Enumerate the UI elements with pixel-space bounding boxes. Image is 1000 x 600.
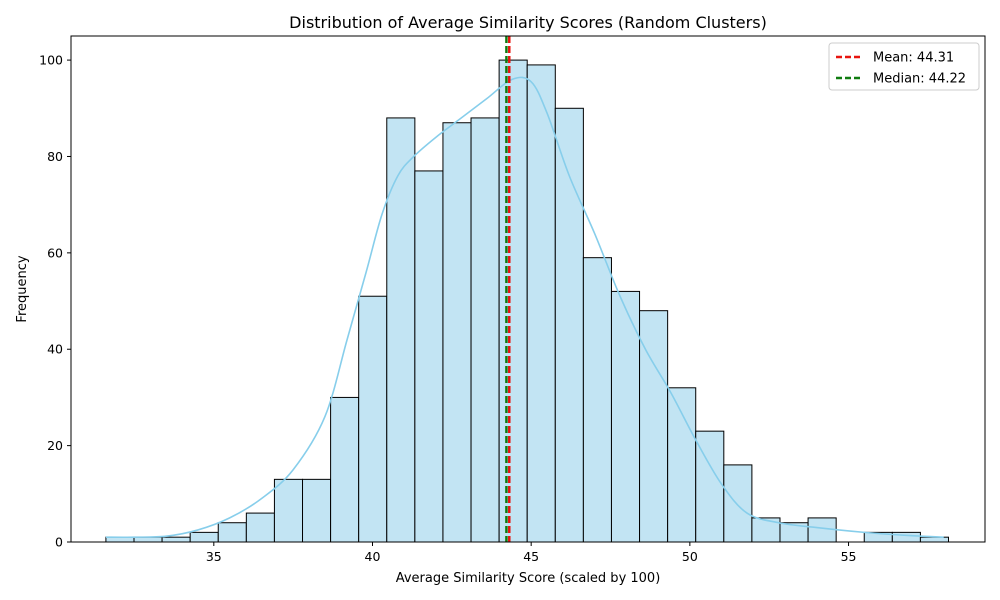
histogram-bar xyxy=(498,59,528,543)
y-tick-label: 100 xyxy=(39,53,63,68)
histogram-bar xyxy=(358,295,388,543)
plot-frame xyxy=(70,35,986,543)
bars-group xyxy=(105,59,950,543)
histogram-bar xyxy=(273,478,304,543)
histogram-bar xyxy=(470,117,500,543)
chart-title: Distribution of Average Similarity Score… xyxy=(289,13,767,32)
histogram-bar xyxy=(217,522,247,543)
histogram-bar xyxy=(891,531,921,543)
vlines-group xyxy=(505,36,511,542)
y-axis-label: Frequency xyxy=(15,255,30,322)
x-tick-label: 50 xyxy=(682,549,698,564)
x-tick-label: 45 xyxy=(523,549,539,564)
x-axis-ticks: 35 40 45 50 55 xyxy=(206,542,857,564)
legend-mean-label: Mean: 44.31 xyxy=(873,51,954,66)
kde-curve xyxy=(105,76,944,539)
histogram-bar xyxy=(919,536,950,543)
histogram-bar xyxy=(302,478,332,543)
x-tick-label: 40 xyxy=(365,549,381,564)
legend-box xyxy=(828,42,980,91)
histogram-bar xyxy=(442,122,472,543)
histogram-bar xyxy=(554,107,584,543)
histogram-bar xyxy=(245,512,275,543)
y-tick-label: 60 xyxy=(47,245,63,260)
legend-median-label: Median: 44.22 xyxy=(873,72,966,87)
histogram-bar xyxy=(189,531,219,543)
y-tick-label: 20 xyxy=(47,438,63,453)
y-tick-label: 40 xyxy=(47,342,63,357)
histogram-bar xyxy=(330,396,360,543)
histogram-bar xyxy=(610,290,641,543)
histogram-bar xyxy=(667,387,697,543)
x-axis-label: Average Similarity Score (scaled by 100) xyxy=(396,571,661,586)
histogram-bar xyxy=(723,464,753,543)
x-tick-label: 35 xyxy=(206,549,222,564)
x-tick-label: 55 xyxy=(841,549,857,564)
y-axis-ticks: 0 20 40 60 80 100 xyxy=(39,53,71,550)
histogram-bar xyxy=(414,170,444,543)
y-tick-label: 0 xyxy=(55,535,63,550)
y-tick-label: 80 xyxy=(47,149,63,164)
legend: Mean: 44.31 Median: 44.22 xyxy=(828,42,980,91)
histogram-bar xyxy=(526,64,556,543)
histogram-bar xyxy=(161,536,191,543)
histogram-bar xyxy=(386,117,416,543)
histogram-bar xyxy=(582,257,612,543)
